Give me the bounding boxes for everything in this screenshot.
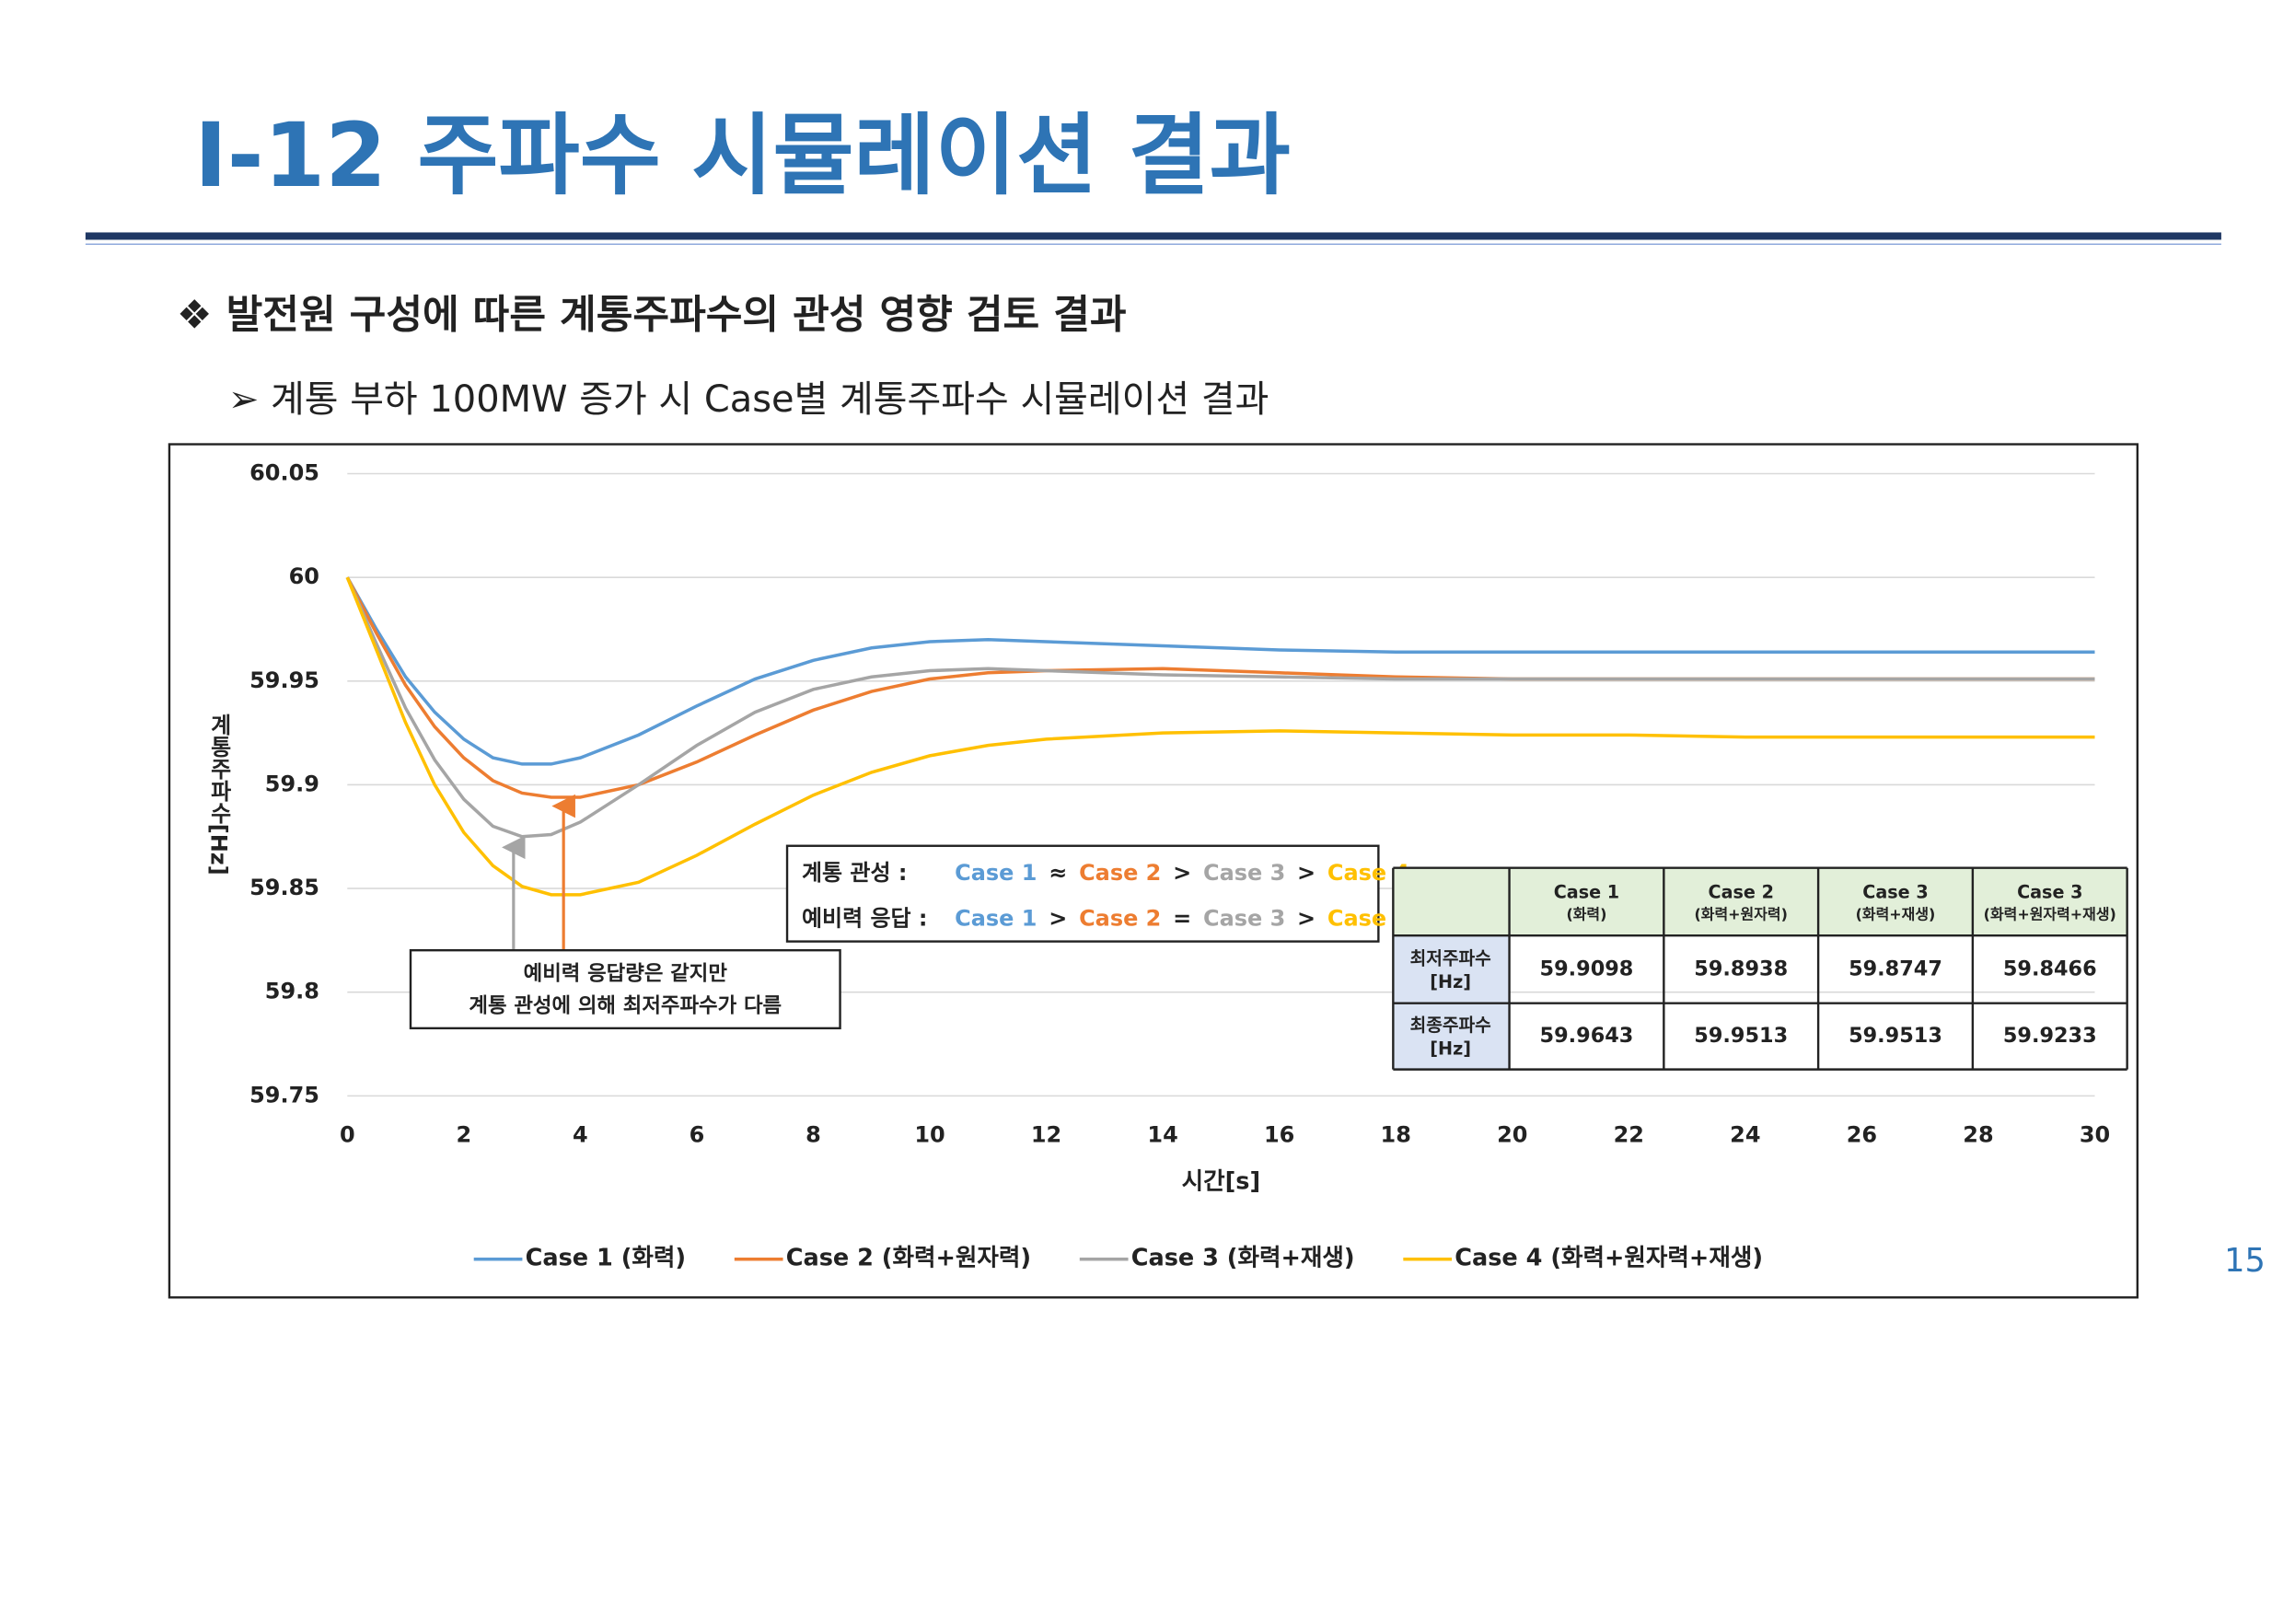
title-rule (85, 232, 2221, 240)
series-line (345, 576, 2095, 839)
table-header: (화력) (1566, 905, 1606, 922)
table-header: Case 3 (1862, 881, 1928, 902)
comparison-label: 예비력 응답 : (802, 906, 927, 932)
legend-label: Case 2 (화력+원자력) (786, 1245, 1031, 1272)
y-tick-label: 59.9 (265, 771, 319, 796)
table-cell: 59.9098 (1540, 957, 1634, 980)
table-cell: 59.8466 (2003, 957, 2097, 980)
x-tick-label: 4 (573, 1122, 588, 1148)
table-cell: 59.9513 (1849, 1024, 1942, 1048)
comparison-part: Case 2 (1079, 860, 1161, 886)
x-tick-label: 6 (690, 1122, 705, 1148)
chart-frame (168, 443, 2139, 1299)
comparison-part: Case 2 (1079, 906, 1161, 932)
table-cell: 59.9513 (1694, 1024, 1788, 1048)
table-cell: 59.9643 (1540, 1024, 1634, 1048)
y-tick-label: 60.05 (249, 460, 319, 486)
comparison-part: ≈ (1049, 860, 1067, 886)
table-header: (화력+재생) (1856, 905, 1936, 922)
row-label: [Hz] (1430, 1038, 1471, 1060)
legend-label: Case 4 (화력+원자력+재생) (1455, 1245, 1763, 1272)
legend-label: Case 3 (화력+재생) (1131, 1245, 1355, 1272)
table-header: (화력+원자력+재생) (1984, 905, 2116, 922)
y-tick-label: 59.85 (249, 875, 319, 900)
x-tick-label: 28 (1963, 1122, 1993, 1148)
comparison-part: = (1173, 906, 1191, 932)
x-tick-label: 2 (456, 1122, 471, 1148)
page-number: 15 (2224, 1242, 2266, 1280)
table-header: (화력+원자력) (1695, 905, 1788, 922)
table-header-bg (1393, 867, 2127, 936)
comparison-part: > (1049, 906, 1067, 932)
bullet: ❖ 발전원 구성에 따른 계통주파수의 관성 영향 검토 결과 (177, 293, 1127, 339)
note-box (409, 948, 841, 1030)
x-tick-label: 18 (1381, 1122, 1411, 1148)
y-tick-label: 59.95 (249, 667, 319, 693)
y-tick-label: 60 (289, 563, 319, 589)
x-tick-label: 26 (1847, 1122, 1877, 1148)
legend-label: Case 1 (화력) (526, 1245, 686, 1272)
comparison-part: Case 1 (955, 860, 1037, 886)
row-label: 최종주파수 (1410, 1015, 1491, 1036)
x-tick-label: 8 (806, 1122, 821, 1148)
x-tick-label: 24 (1730, 1122, 1760, 1148)
x-tick-label: 30 (2080, 1122, 2110, 1148)
comparison-box (785, 844, 1380, 943)
comparison-part: > (1173, 860, 1191, 886)
x-axis-label: 시간[s] (1182, 1168, 1261, 1196)
y-tick-label: 59.8 (265, 979, 319, 1004)
comparison-part: > (1297, 860, 1316, 886)
y-tick-label: 59.75 (249, 1082, 319, 1108)
note-text: 계통 관성에 의해 최저주파수가 다름 (469, 993, 782, 1017)
x-tick-label: 22 (1614, 1122, 1644, 1148)
comparison-part: > (1297, 906, 1316, 932)
y-axis-label: 계통주파수[Hz] (206, 713, 232, 876)
x-tick-label: 20 (1497, 1122, 1527, 1148)
table-cell: 59.9233 (2003, 1024, 2097, 1048)
comparison-part: Case 3 (1203, 860, 1285, 886)
x-tick-label: 0 (340, 1122, 355, 1148)
table-header: Case 1 (1554, 881, 1619, 902)
x-tick-label: 16 (1264, 1122, 1294, 1148)
x-tick-label: 14 (1147, 1122, 1177, 1148)
sub-bullet: ➢ 계통 부하 100MW 증가 시 Case별 계통주파수 시뮬레이션 결과 (228, 378, 1269, 421)
series-line (345, 576, 2095, 766)
title: I-12 주파수 시뮬레이션 결과 (194, 104, 1291, 207)
table-header: Case 3 (2017, 881, 2082, 902)
comparison-part: Case 1 (955, 906, 1037, 932)
series-line (345, 576, 2095, 799)
series-line (345, 576, 2095, 897)
table-cell: 59.8938 (1694, 957, 1788, 980)
table-header: Case 2 (1709, 881, 1774, 902)
comparison-label: 계통 관성 : (802, 860, 907, 886)
table-cell: 59.8747 (1849, 957, 1942, 980)
comparison-part: Case 3 (1203, 906, 1285, 932)
row-label: [Hz] (1430, 971, 1471, 992)
x-tick-label: 12 (1031, 1122, 1061, 1148)
row-label: 최저주파수 (1410, 947, 1491, 969)
note-text: 예비력 응답량은 같지만 (524, 961, 728, 985)
x-tick-label: 10 (914, 1122, 945, 1148)
